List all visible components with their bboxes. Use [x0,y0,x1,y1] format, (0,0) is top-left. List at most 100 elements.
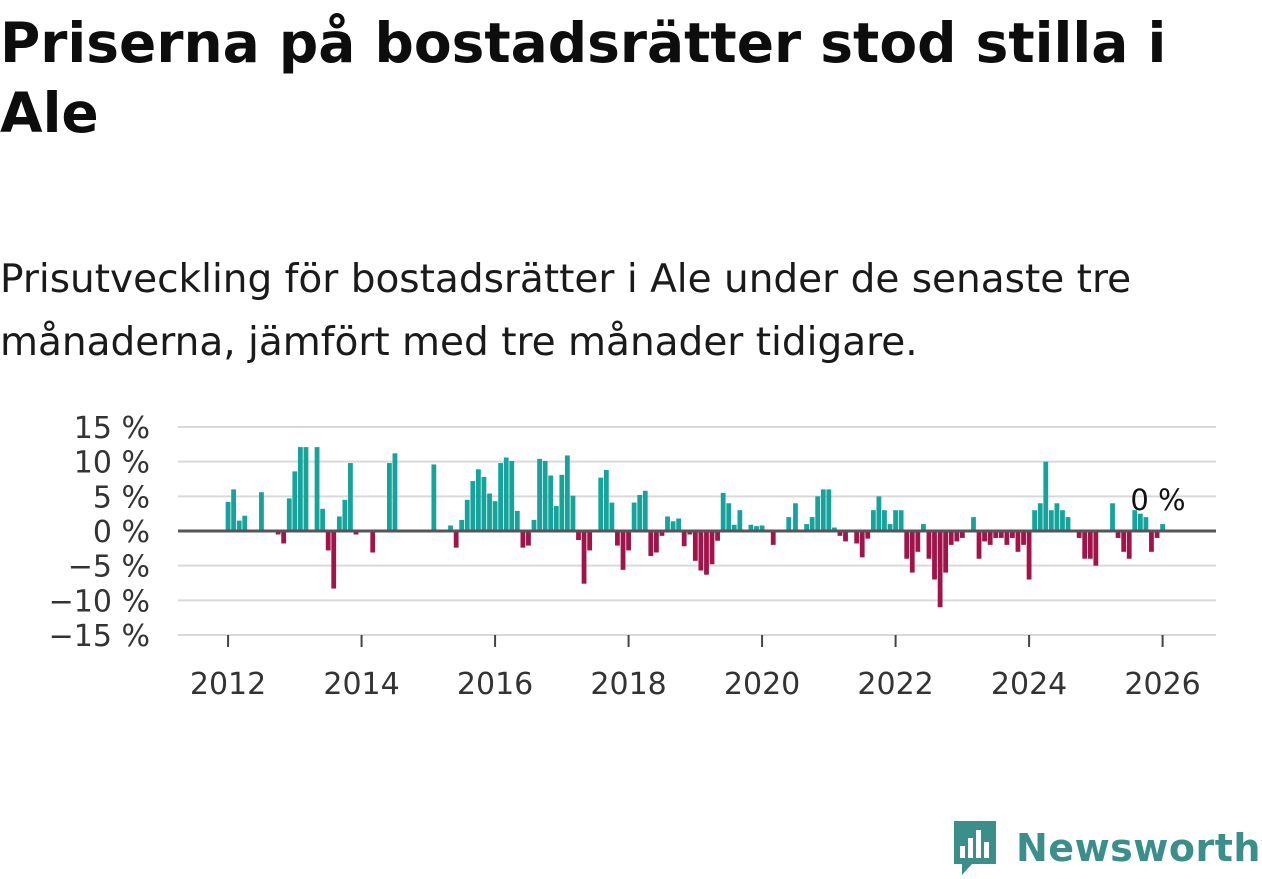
bar [570,495,576,531]
bar [587,531,593,551]
bar [325,531,331,551]
bar [387,463,392,531]
bar [709,531,715,565]
bar [459,519,465,531]
bar [225,501,231,531]
bar [998,531,1004,538]
bar [1154,531,1160,538]
bar [804,524,810,531]
bar [648,531,654,556]
y-tick-label: −5 % [68,550,150,585]
bar [259,492,264,531]
bar [731,524,737,531]
bar [492,501,498,531]
bar [553,506,559,531]
x-tick-label: 2022 [857,667,933,700]
bar [1126,531,1132,559]
bar [609,502,615,531]
y-tick-label: 15 % [74,411,150,446]
bar [581,531,587,584]
bar [670,521,676,531]
bar [370,531,376,553]
bar [1060,510,1065,531]
bar [932,531,937,580]
bar [1143,517,1149,531]
bar [943,531,949,573]
bar [448,525,453,531]
value-annotation: 0 % [1130,483,1185,517]
bar [909,531,915,573]
bar [642,490,648,531]
bar [1115,531,1121,538]
bar [726,503,732,531]
x-tick-label: 2012 [190,667,266,700]
bar [915,531,921,552]
bar [1048,510,1054,531]
x-tick-label: 2024 [991,667,1067,700]
bar [698,531,704,571]
bar [576,531,581,541]
bar [681,531,687,547]
bar [281,531,287,544]
bar [531,519,537,531]
bar [820,489,826,531]
bar [676,518,682,531]
bar [392,453,398,531]
bar [509,460,515,531]
bar [1093,531,1099,566]
bar [837,531,843,536]
bar [314,447,320,531]
bar [564,455,570,531]
bar [882,510,887,531]
bar [1132,510,1138,531]
bar [659,531,665,536]
bar [303,447,309,531]
bar [987,531,993,545]
bar [887,524,893,531]
bar [854,531,860,544]
bar-chart: 15 %10 %5 %0 %−5 %−10 %−15 % 2012 2014 201… [49,411,1216,700]
bar [453,531,459,548]
bar [1015,531,1021,552]
bar [620,531,626,570]
bar [1065,517,1071,531]
bar [704,531,709,575]
bar [770,531,776,545]
bar [514,510,520,531]
bar [1043,461,1049,531]
bar [1160,524,1165,531]
bar [342,499,348,531]
bar [487,493,492,531]
bar [748,524,754,531]
bar [1032,510,1038,531]
bar [720,492,726,531]
bar [603,469,609,531]
bar [503,457,509,531]
bar [292,471,298,531]
bar [831,527,837,531]
bar [1004,531,1010,545]
y-tick-label: 5 % [93,480,150,515]
bar [859,531,865,558]
bar [598,477,604,531]
x-tick-label: 2018 [590,667,666,700]
bar [737,510,743,531]
y-tick-label: −10 % [49,584,150,619]
bar [353,531,359,535]
x-axis: 2012 2014 2016 2018 2020 2022 2024 2026 [190,635,1201,700]
y-tick-label: 10 % [74,446,150,481]
bar [692,531,698,561]
bar [526,531,531,546]
bar [937,531,943,608]
bar [1010,531,1015,538]
bar [297,447,303,531]
bar [665,516,670,531]
bar [631,502,637,531]
bar [470,481,476,531]
bar [754,526,759,531]
bar [809,517,815,531]
bar [1087,531,1093,559]
bar [1137,513,1143,531]
bar [231,489,236,531]
bar [870,510,876,531]
